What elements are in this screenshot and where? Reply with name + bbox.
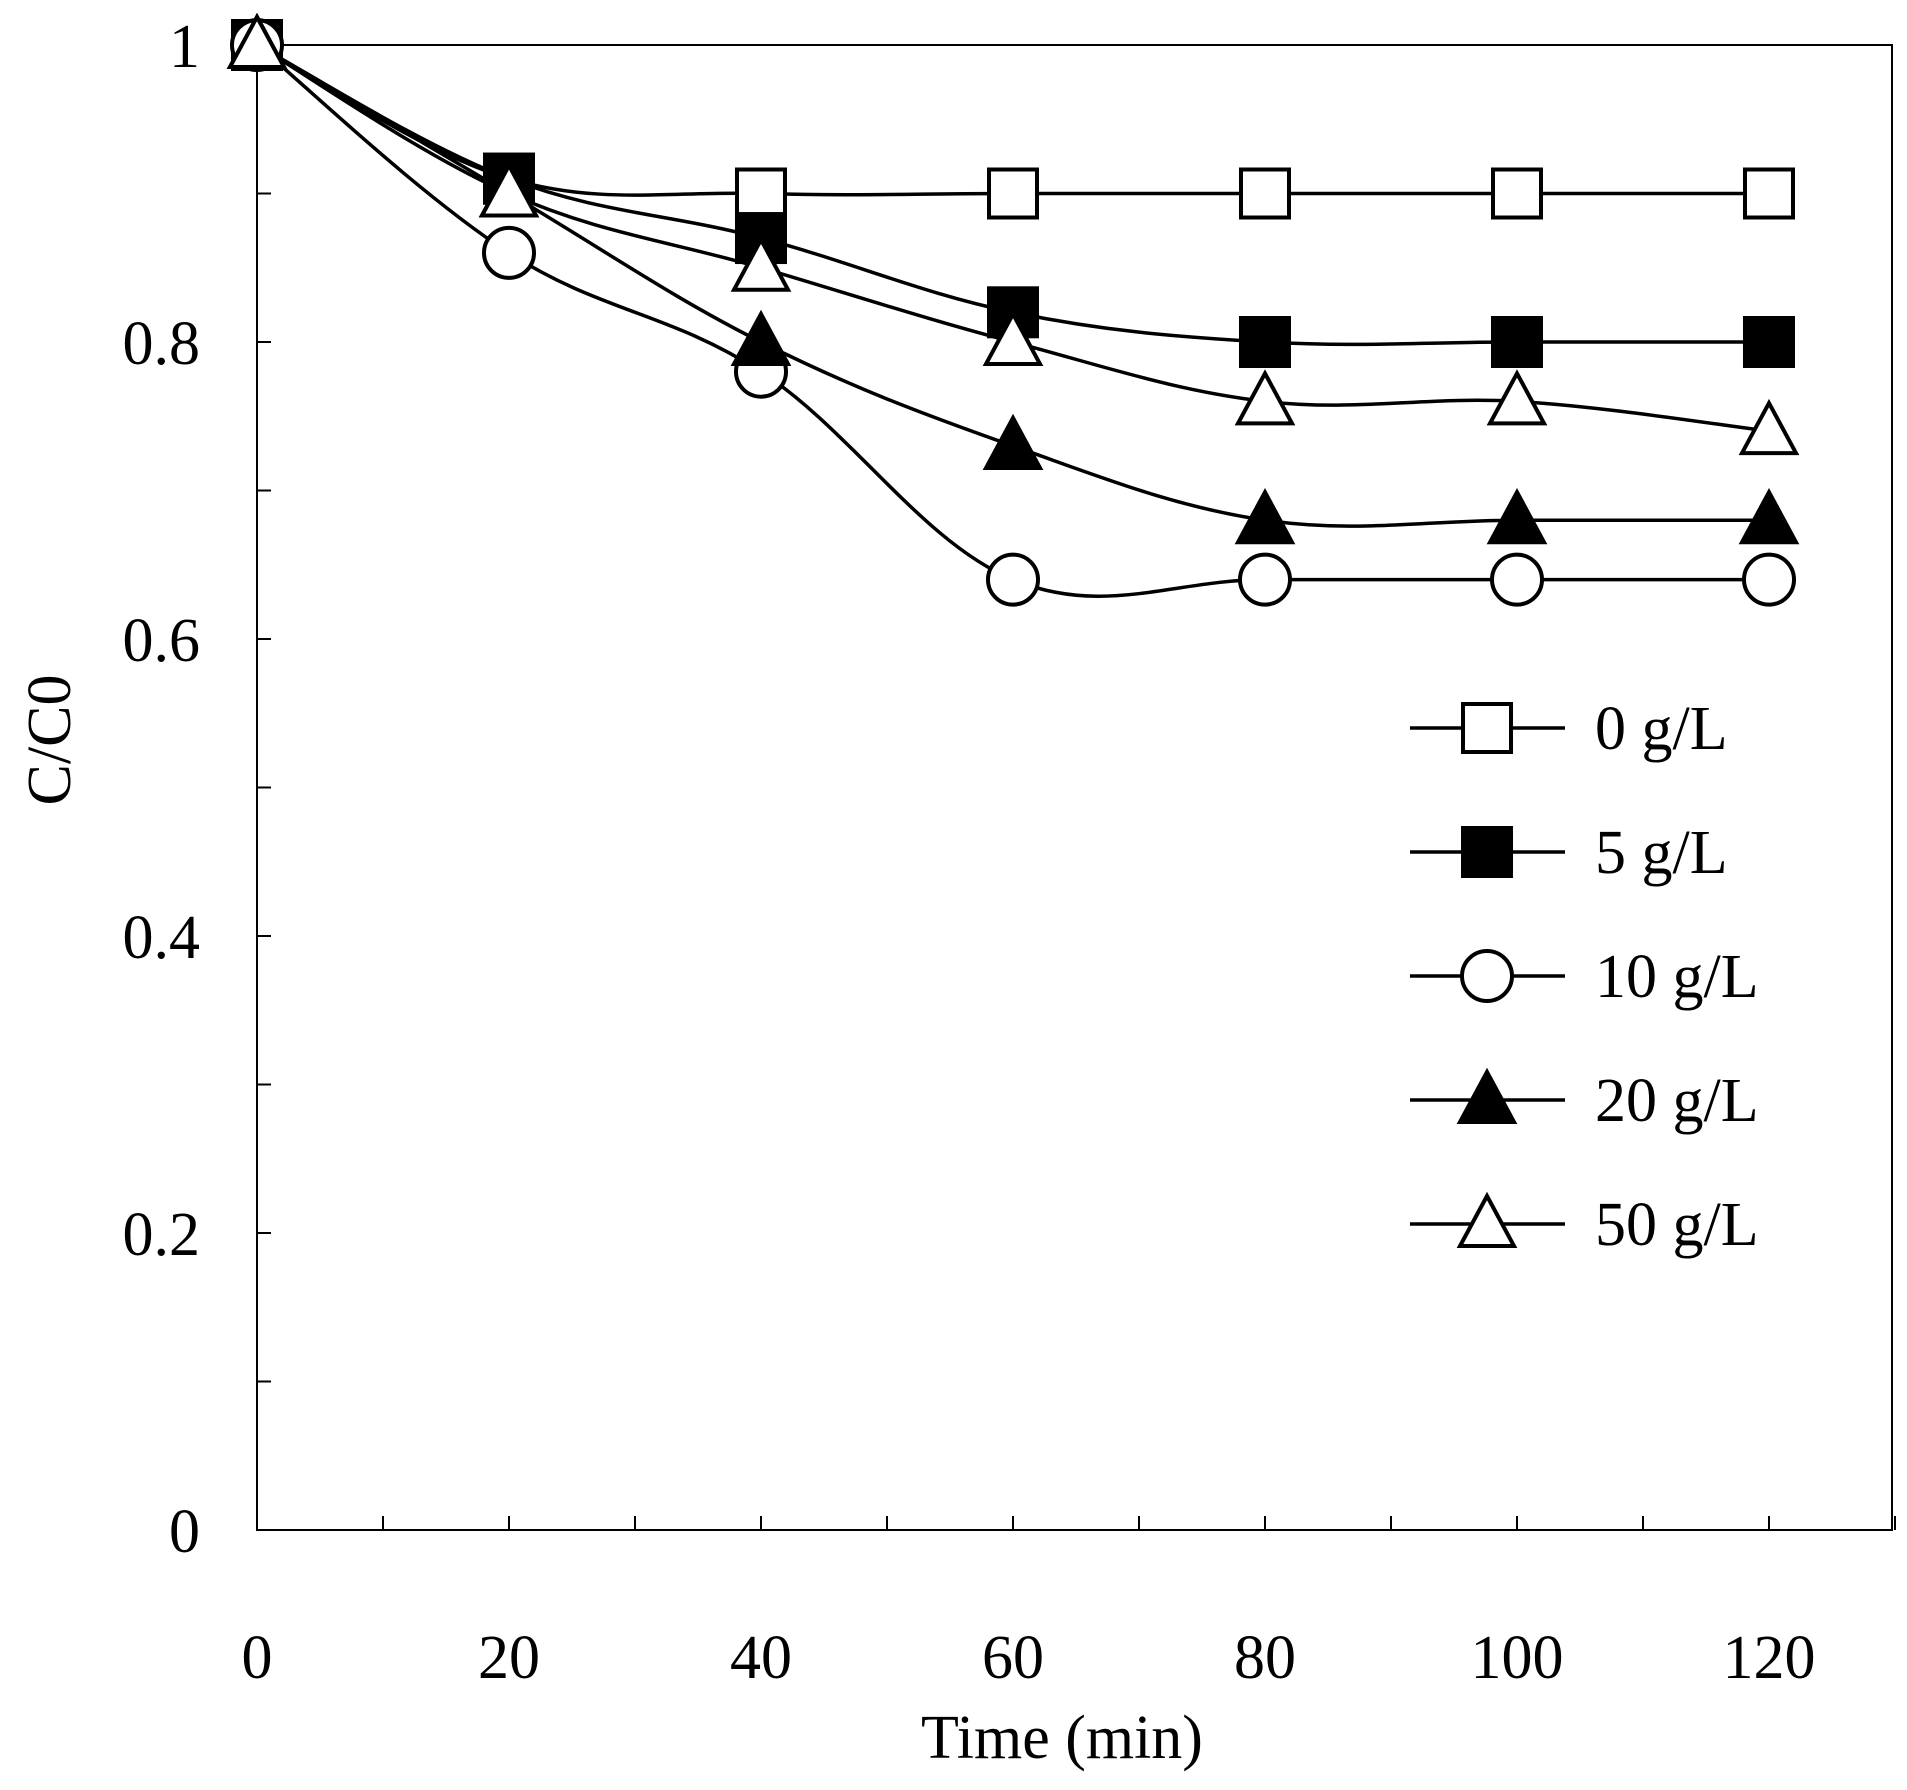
point-20-g-l [982,413,1044,470]
y-tick-label: 1 [169,13,200,81]
legend-label-0-g-l: 0 g/L [1595,695,1728,763]
y-tick-labels: 0 0.2 0.4 0.6 0.8 1 [123,13,201,1566]
point-20-g-l [1738,487,1800,545]
point-0-g-l [1743,167,1795,220]
point-0-g-l [1239,167,1291,220]
x-tick-label: 60 [982,1624,1044,1692]
x-tick-label: 20 [478,1624,540,1692]
point-50-g-l [226,12,288,69]
x-tick-label: 100 [1471,1624,1564,1692]
point-0-g-l [1491,167,1543,220]
point-10-g-l [1742,552,1796,607]
x-tick-label: 0 [242,1624,273,1692]
plot-frame [256,44,1893,1531]
y-tick-label: 0.4 [123,904,201,972]
point-20-g-l [1486,487,1548,545]
y-tick-label: 0.8 [123,310,201,378]
point-10-g-l [1490,552,1544,607]
point-5-g-l [1743,316,1795,368]
point-20-g-l [730,309,792,366]
x-tick-label: 120 [1723,1624,1816,1692]
y-tick-label: 0.6 [123,607,201,675]
point-50-g-l [1738,398,1800,456]
point-10-g-l [482,225,536,280]
point-50-g-l [982,309,1044,366]
point-50-g-l [730,235,792,292]
y-tick-label: 0 [169,1498,200,1566]
legend-label-5-g-l: 5 g/L [1595,819,1728,887]
point-0-g-l [987,167,1039,220]
point-50-g-l [1234,369,1296,426]
point-5-g-l [1239,316,1291,368]
legend-label-20-g-l: 20 g/L [1595,1067,1759,1135]
legend-marker-5-g-l [1461,826,1513,878]
point-20-g-l [1234,487,1296,545]
x-axis-title: Time (min) [921,1704,1203,1772]
point-5-g-l [1491,316,1543,368]
series-group [226,12,1800,607]
y-axis-title: C/C0 [16,675,84,806]
x-tick-label: 40 [730,1624,792,1692]
point-50-g-l [1486,369,1548,426]
legend-marker-20-g-l [1456,1067,1518,1124]
x-tick-label: 80 [1234,1624,1296,1692]
legend-marker-10-g-l [1460,949,1514,1003]
point-50-g-l [478,161,540,218]
y-tick-label: 0.2 [123,1201,201,1269]
y-axis-title-sub: 0 [16,675,84,706]
x-tick-labels: 0 20 40 60 80 100 120 [242,1624,1816,1692]
legend-marker-0-g-l [1461,702,1513,754]
legend: 0 g/L 5 g/L 10 g/L 20 g/L 50 g/L [1410,695,1759,1259]
y-axis-title-main: C/C [16,706,84,806]
point-10-g-l [986,552,1040,607]
axis-ticks [257,192,1896,1530]
point-10-g-l [1238,552,1292,607]
legend-label-10-g-l: 10 g/L [1595,943,1759,1011]
legend-marker-50-g-l [1456,1191,1518,1248]
point-0-g-l [735,167,787,220]
legend-label-50-g-l: 50 g/L [1595,1191,1759,1259]
